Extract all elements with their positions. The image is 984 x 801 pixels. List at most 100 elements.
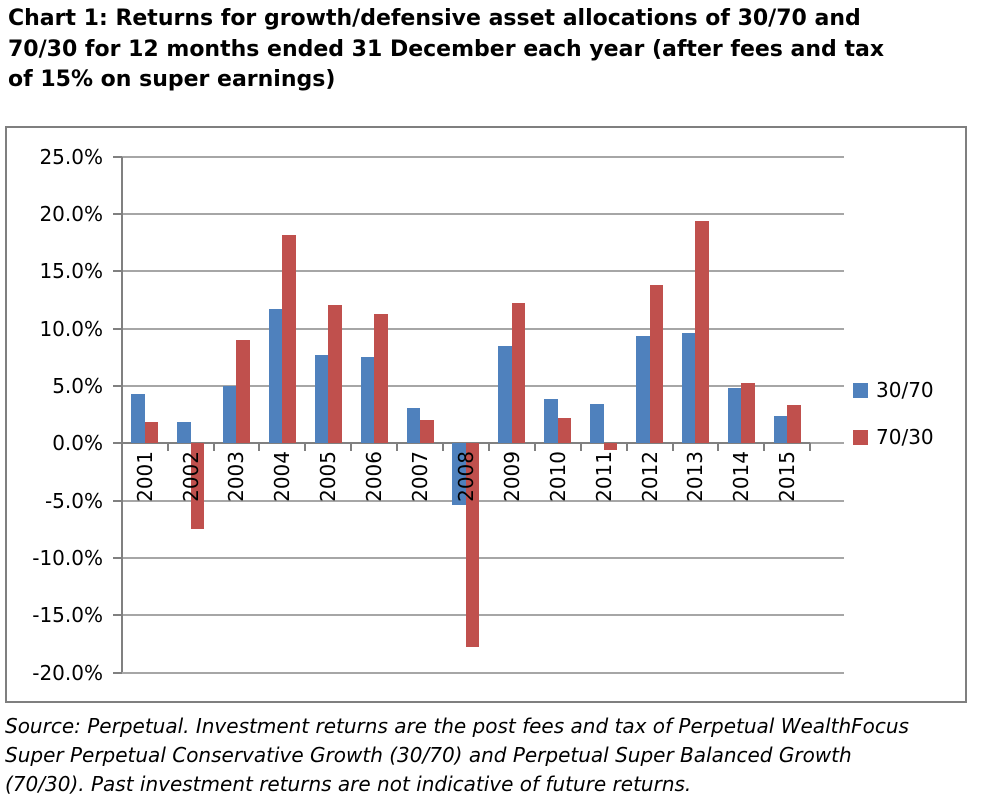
y-axis-tick: [112, 671, 122, 674]
y-axis-tick: [112, 614, 122, 617]
legend-swatch-30-70: [853, 383, 868, 398]
bar-30-70-2014: [727, 388, 742, 444]
bar-70-30-2011: [603, 443, 618, 451]
bar-30-70-2003: [222, 386, 237, 444]
bar-70-30-2014: [741, 382, 755, 444]
gridline-5.0%: [121, 385, 844, 387]
gridline-15.0%: [121, 270, 844, 273]
chart-title-line-1: Chart 1: Returns for growth/defensive as…: [8, 6, 861, 31]
x-axis-tick: [533, 443, 536, 452]
source-note-line-2: Super Perpetual Conservative Growth (30/…: [5, 743, 852, 767]
x-axis-tick: [120, 443, 123, 452]
gridline--20.0%: [121, 671, 844, 674]
bar-30-70-2008: [452, 443, 466, 506]
x-axis-tick: [396, 443, 399, 452]
x-axis-tick: [442, 443, 444, 452]
y-axis-tick: [112, 385, 122, 387]
x-axis-label-2009: 2009: [499, 451, 524, 503]
x-axis-tick: [625, 443, 628, 452]
gridline--15.0%: [121, 614, 844, 617]
bar-70-30-2005: [328, 304, 342, 444]
bar-70-30-2004: [282, 234, 296, 444]
y-axis-tick: [112, 270, 122, 273]
bar-70-30-2002: [190, 443, 205, 530]
gridline--5.0%: [121, 499, 844, 502]
bar-30-70-2001: [131, 394, 145, 444]
bar-30-70-2002: [177, 421, 191, 444]
y-axis-label: 0.0%: [52, 431, 103, 456]
bar-70-30-2012: [649, 285, 664, 444]
chart-title-line-3: of 15% on super earnings): [8, 67, 336, 92]
bar-30-70-2006: [360, 357, 375, 444]
y-axis-tick: [112, 556, 122, 559]
y-axis-tick: [112, 213, 122, 216]
y-axis-label: 5.0%: [52, 374, 103, 398]
gridline-10.0%: [121, 327, 844, 330]
source-note-line-1: Source: Perpetual. Investment returns ar…: [5, 714, 909, 738]
y-axis-label: -15.0%: [32, 603, 103, 628]
bar-70-30-2010: [557, 418, 572, 444]
y-axis-label: -10.0%: [32, 545, 103, 570]
source-note: Source: Perpetual. Investment returns ar…: [5, 712, 983, 799]
bar-30-70-2007: [406, 407, 421, 444]
y-axis-tick: [112, 442, 122, 445]
x-axis-label-2007: 2007: [408, 451, 433, 503]
source-note-line-3: (70/30). Past investment returns are not…: [5, 772, 692, 796]
legend-entry-70-30: 70/30: [853, 425, 934, 450]
x-axis-label-2003: 2003: [224, 451, 249, 503]
y-axis-label: 10.0%: [39, 316, 103, 341]
y-axis-line: [120, 156, 123, 673]
chart-title-line-2: 70/30 for 12 months ended 31 December ea…: [8, 36, 885, 62]
y-axis-label: -20.0%: [32, 660, 103, 685]
x-axis-tick: [579, 443, 582, 452]
y-axis-tick: [112, 327, 122, 330]
x-axis-tick: [304, 443, 307, 452]
bar-70-30-2001: [144, 421, 159, 444]
bar-70-30-2013: [695, 220, 709, 444]
x-axis-tick: [671, 443, 674, 452]
y-axis-label: 20.0%: [39, 202, 103, 227]
x-axis-label-2015: 2015: [775, 451, 800, 503]
legend-swatch-70-30: [853, 430, 868, 445]
x-axis-tick: [258, 443, 261, 452]
x-axis-tick: [166, 443, 169, 452]
x-axis-label-2011: 2011: [591, 451, 616, 503]
chart-frame: 30/70 70/30 25.0% 20.0% 15.0% 10.0% 5.0% 0.0% -…: [5, 126, 967, 703]
x-axis-tick: [763, 443, 766, 452]
bar-30-70-2012: [636, 335, 650, 444]
bar-30-70-2015: [773, 415, 788, 444]
x-axis-tick: [809, 443, 812, 452]
x-axis-label-2005: 2005: [316, 451, 341, 503]
x-axis-label-2002: 2002: [178, 451, 203, 503]
legend: 30/70 70/30: [853, 378, 934, 450]
bar-30-70-2010: [544, 398, 558, 444]
x-axis-label-2014: 2014: [729, 451, 754, 503]
legend-entry-30-70: 30/70: [853, 378, 934, 403]
bar-70-30-2015: [787, 405, 801, 444]
bar-70-30-2009: [511, 303, 526, 444]
x-axis-label-2001: 2001: [132, 451, 157, 503]
legend-label-70-30: 70/30: [876, 425, 934, 449]
bar-30-70-2011: [590, 404, 604, 444]
x-axis-label-2010: 2010: [545, 451, 570, 503]
x-axis-label-2008: 2008: [453, 451, 478, 503]
x-axis-tick: [717, 443, 720, 452]
gridline-25.0%: [121, 155, 844, 158]
bar-30-70-2005: [314, 355, 329, 444]
x-axis-label-2004: 2004: [270, 451, 295, 503]
x-axis-label-2013: 2013: [683, 451, 708, 503]
x-axis-label-2012: 2012: [637, 451, 662, 503]
legend-label-30-70: 30/70: [876, 378, 934, 402]
bar-70-30-2007: [420, 420, 434, 444]
bar-70-30-2003: [236, 340, 250, 444]
gridline-20.0%: [121, 213, 844, 216]
bar-70-30-2006: [374, 313, 388, 444]
x-axis-tick: [350, 443, 353, 452]
y-axis-label: 25.0%: [39, 144, 103, 169]
y-axis-tick: [112, 155, 122, 158]
bar-30-70-2004: [268, 309, 283, 444]
bar-70-30-2008: [465, 443, 480, 648]
x-axis-label-2006: 2006: [362, 451, 387, 503]
y-axis-label: 15.0%: [39, 259, 103, 284]
bar-30-70-2009: [498, 345, 512, 444]
